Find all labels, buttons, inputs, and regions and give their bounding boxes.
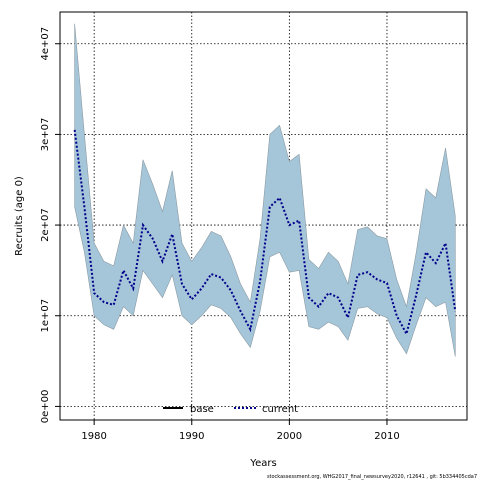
y-tick-label-3: 3e+07 xyxy=(40,118,51,152)
y-tick-label-0: 0e+00 xyxy=(40,390,51,424)
y-tick-label-1: 1e+07 xyxy=(40,299,51,333)
x-axis-title: Years xyxy=(249,458,276,469)
current-series-line xyxy=(73,129,457,337)
legend: base current xyxy=(163,404,298,415)
grid xyxy=(60,12,467,420)
x-axis: 1980 1990 2000 2010 xyxy=(81,420,400,442)
y-axis: 0e+00 1e+07 2e+07 3e+07 4e+07 xyxy=(40,27,60,423)
legend-label-current: current xyxy=(262,404,298,415)
x-tick-label-1: 1990 xyxy=(179,431,204,442)
footnote: stockassessment.org, WHG2017_final_newsu… xyxy=(267,474,477,480)
confidence-band xyxy=(74,23,456,357)
plot-frame xyxy=(59,11,468,421)
x-tick-label-3: 2010 xyxy=(374,431,399,442)
y-tick-label-4: 4e+07 xyxy=(40,27,51,61)
y-tick-label-2: 2e+07 xyxy=(40,208,51,242)
legend-label-base: base xyxy=(190,404,214,415)
y-axis-title: Recruits (age 0) xyxy=(14,176,25,256)
x-tick-label-2: 2000 xyxy=(277,431,302,442)
x-tick-label-0: 1980 xyxy=(81,431,106,442)
